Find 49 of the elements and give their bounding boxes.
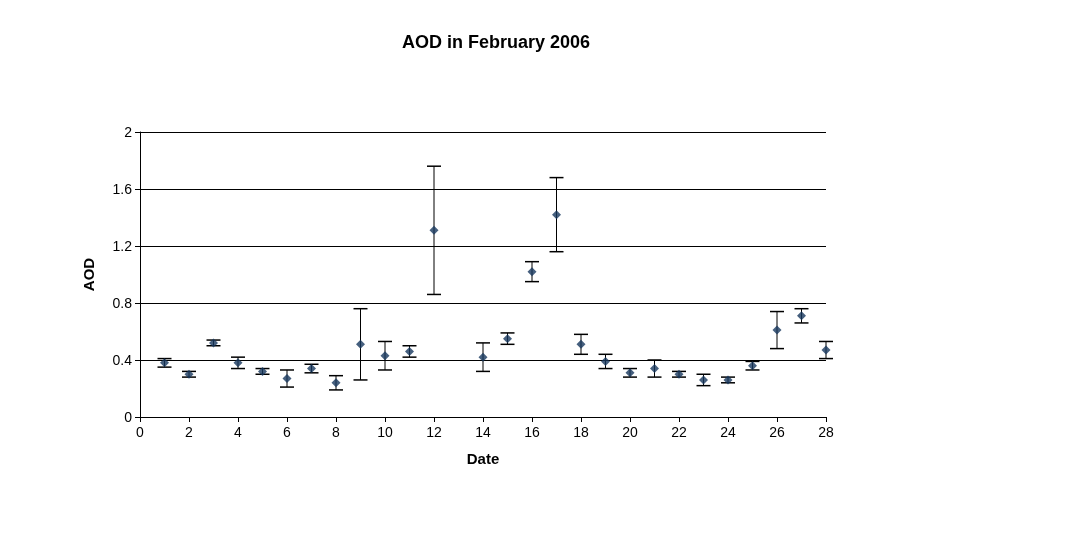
point <box>601 356 610 366</box>
point <box>821 345 831 355</box>
x-tick-label: 0 <box>136 424 145 440</box>
point <box>772 325 782 335</box>
x-tick-label: 6 <box>283 424 292 440</box>
x-tick-label: 10 <box>377 424 393 440</box>
point <box>380 351 390 361</box>
point <box>527 267 537 277</box>
point <box>405 346 414 356</box>
x-tick-label: 4 <box>234 424 243 440</box>
point <box>429 225 439 235</box>
point <box>797 311 806 321</box>
point <box>160 358 169 368</box>
x-tick-label: 8 <box>332 424 341 440</box>
point <box>331 378 341 388</box>
point <box>478 352 488 362</box>
point <box>184 369 194 379</box>
x-tick-label: 20 <box>622 424 638 440</box>
x-tick-label: 22 <box>671 424 687 440</box>
x-tick-label: 14 <box>475 424 491 440</box>
point <box>723 375 733 385</box>
y-tick-label: 1.2 <box>112 238 133 254</box>
x-tick-label: 28 <box>818 424 834 440</box>
y-tick-label: 2 <box>124 124 133 140</box>
point <box>356 339 365 349</box>
y-tick-label: 1.6 <box>112 181 133 197</box>
point <box>576 339 586 349</box>
x-tick-label: 16 <box>524 424 540 440</box>
point <box>503 334 512 344</box>
x-tick-label: 24 <box>720 424 736 440</box>
point <box>674 369 684 379</box>
point <box>748 361 757 371</box>
point <box>258 366 267 376</box>
x-tick-label: 18 <box>573 424 589 440</box>
y-tick-label: 0 <box>124 409 133 425</box>
point <box>282 374 292 384</box>
point <box>209 338 218 348</box>
y-tick-label: 0.4 <box>112 352 133 368</box>
x-tick-label: 2 <box>185 424 194 440</box>
y-axis-title: AOD <box>80 257 97 292</box>
point <box>699 375 708 385</box>
point <box>307 364 316 374</box>
x-tick-label: 26 <box>769 424 785 440</box>
x-tick-label: 12 <box>426 424 442 440</box>
chart-title: AOD in February 2006 <box>401 32 591 52</box>
y-tick-label: 0.8 <box>112 295 133 311</box>
point <box>650 364 659 374</box>
point <box>552 210 561 220</box>
x-axis-title: Date <box>466 450 500 467</box>
